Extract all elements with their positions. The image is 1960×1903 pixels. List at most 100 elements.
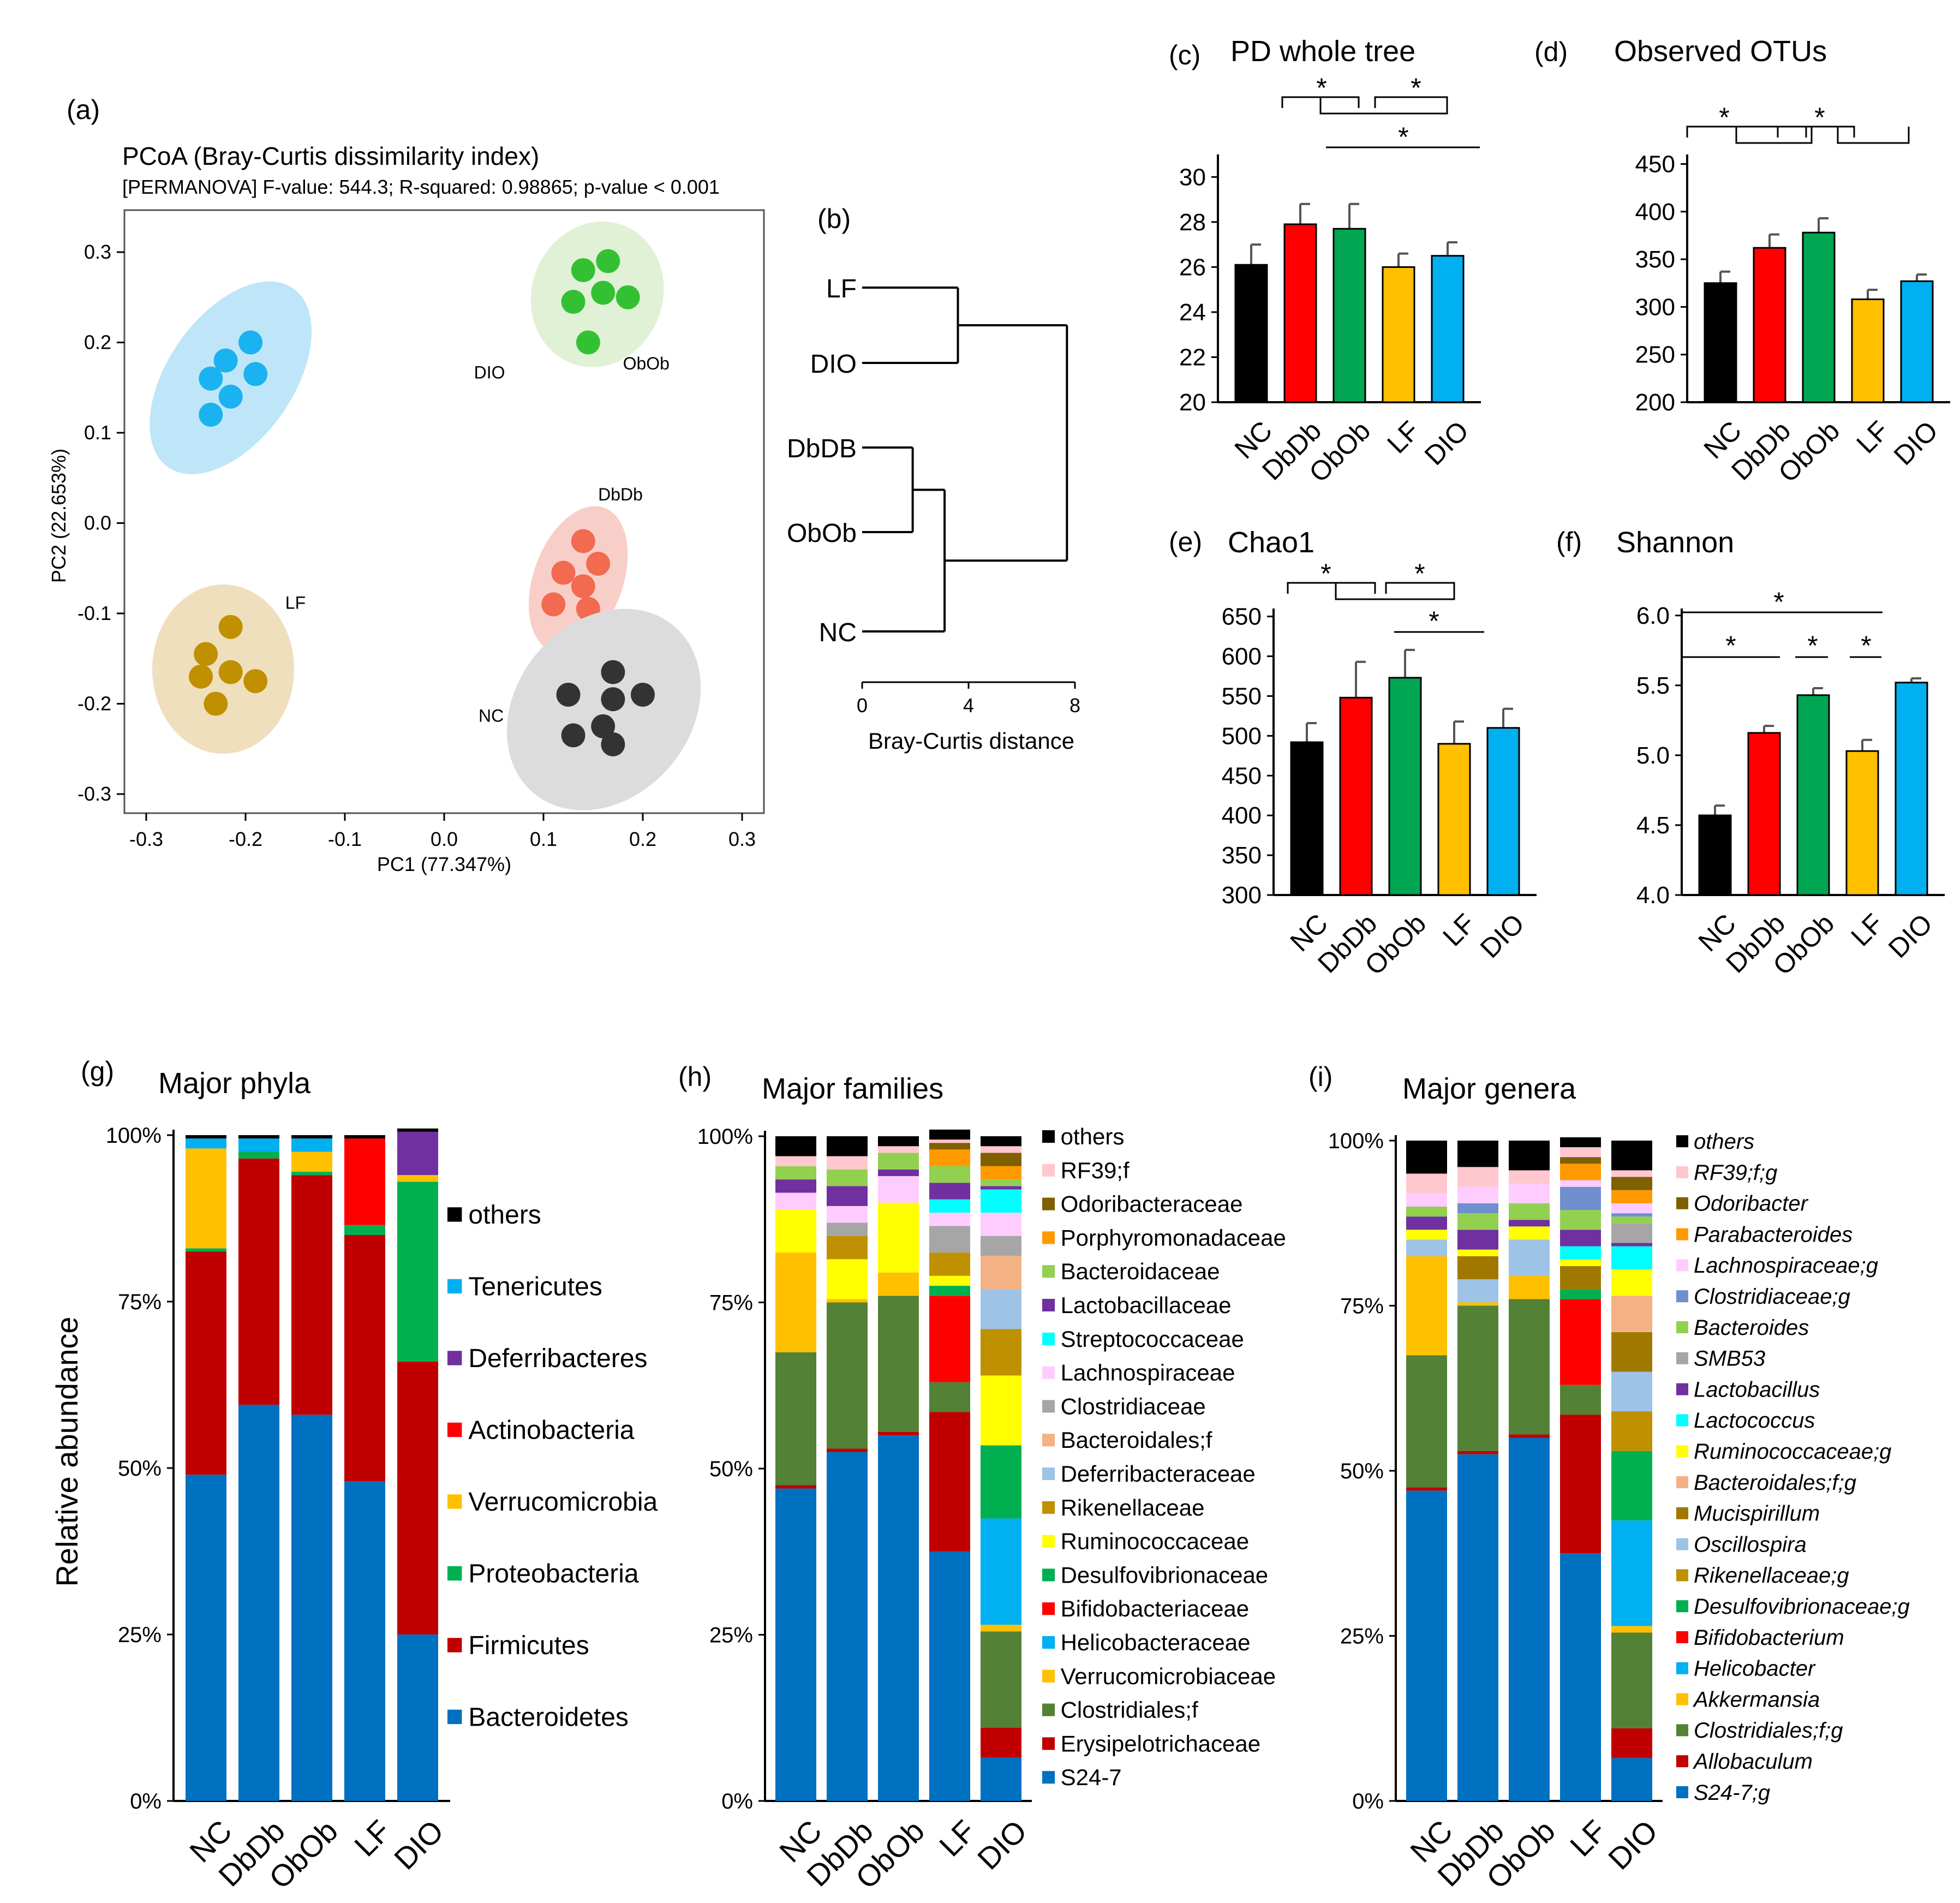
stacked-segment-i-DIO xyxy=(1611,1451,1652,1520)
dendrogram-x-label: Bray-Curtis distance xyxy=(868,728,1074,754)
significance-star-c: * xyxy=(1398,122,1408,152)
pcoa-point-DbDb xyxy=(571,529,595,553)
stacked-segment-i-DbDb xyxy=(1457,1213,1498,1230)
dendrogram-leaf-label: ObOb xyxy=(787,519,857,548)
stacked-segment-h-DIO xyxy=(981,1329,1021,1376)
legend-swatch-h xyxy=(1042,1669,1055,1683)
pcoa-point-LF xyxy=(218,660,243,684)
stacked-segment-i-DIO xyxy=(1611,1758,1652,1801)
stacked-segment-g-NC xyxy=(186,1138,226,1149)
y-tick-label-c: 30 xyxy=(1179,164,1206,190)
pcoa-point-DbDb xyxy=(586,551,611,576)
stacked-segment-h-LF xyxy=(929,1296,970,1382)
bar-e-DbDb xyxy=(1339,696,1373,896)
legend-swatch-i xyxy=(1676,1786,1688,1798)
legend-swatch-g xyxy=(447,1351,462,1365)
stacked-y-tick-label-i: 50% xyxy=(1340,1459,1384,1483)
legend-swatch-h xyxy=(1042,1298,1055,1312)
y-tick-label-d: 350 xyxy=(1635,246,1675,273)
legend-swatch-i xyxy=(1676,1228,1688,1240)
stacked-segment-h-ObOb xyxy=(878,1432,919,1436)
significance-bracket-e xyxy=(1385,582,1455,594)
bar-d-NC xyxy=(1704,282,1737,403)
legend-swatch-h xyxy=(1042,1467,1055,1481)
significance-bracket-c xyxy=(1319,97,1448,115)
legend-label-i: Parabacteroides xyxy=(1694,1222,1853,1246)
legend-label-i: Clostridiales;f;g xyxy=(1694,1719,1843,1743)
significance-bracket-d xyxy=(1735,127,1813,144)
pcoa-y-label: PC2 (22.653%) xyxy=(47,449,70,583)
stacked-segment-g-DIO xyxy=(397,1128,438,1132)
y-tick-label-c: 28 xyxy=(1179,209,1206,236)
legend-label-g: Verrucomicrobia xyxy=(468,1488,658,1517)
stacked-segment-i-NC xyxy=(1406,1141,1447,1174)
stacked-segment-i-DbDb xyxy=(1457,1305,1498,1451)
stacked-segment-g-DIO xyxy=(397,1634,438,1801)
stacked-segment-h-DIO xyxy=(981,1186,1021,1190)
stacked-y-tick-label-h: 50% xyxy=(709,1457,753,1481)
legend-swatch-h xyxy=(1042,1265,1055,1278)
stacked-segment-g-DbDb xyxy=(238,1135,279,1139)
bar-e-LF xyxy=(1437,743,1471,896)
pcoa-point-LF xyxy=(204,691,228,716)
stacked-segment-i-LF xyxy=(1560,1259,1601,1266)
stacked-segment-h-DIO xyxy=(981,1445,1021,1519)
legend-swatch-i xyxy=(1676,1197,1688,1209)
stacked-y-tick-label-i: 75% xyxy=(1340,1294,1384,1319)
stacked-segment-h-NC xyxy=(775,1488,816,1801)
stacked-segment-h-ObOb xyxy=(878,1176,919,1203)
legend-label-g: Firmicutes xyxy=(468,1631,589,1660)
stacked-y-tick-label-h: 100% xyxy=(697,1125,753,1149)
significance-star-d: * xyxy=(1814,102,1825,133)
stacked-y-tick-label-g: 25% xyxy=(118,1623,162,1647)
stacked-segment-i-ObOb xyxy=(1509,1170,1550,1184)
stacked-segment-h-LF xyxy=(929,1226,970,1253)
legend-swatch-h xyxy=(1042,1332,1055,1345)
stacked-segment-h-DIO xyxy=(981,1631,1021,1728)
pcoa-point-DIO xyxy=(199,366,223,391)
stacked-segment-h-DbDb xyxy=(827,1448,868,1452)
stacked-segment-i-DIO xyxy=(1611,1296,1652,1332)
stacked-segment-h-DIO xyxy=(981,1518,1021,1625)
stacked-segment-h-NC xyxy=(775,1136,816,1156)
y-tick-label-c: 24 xyxy=(1179,299,1206,326)
stacked-segment-i-LF xyxy=(1560,1385,1601,1415)
pcoa-point-DIO xyxy=(238,330,263,355)
stacked-segment-i-ObOb xyxy=(1509,1226,1550,1240)
y-tick-label-e: 500 xyxy=(1222,723,1262,749)
stacked-segment-g-ObOb xyxy=(291,1135,332,1139)
panel-label-d: (d) xyxy=(1534,37,1568,67)
stacked-segment-i-DIO xyxy=(1611,1246,1652,1269)
significance-star-e: * xyxy=(1320,558,1331,589)
stacked-segment-i-DbDb xyxy=(1457,1186,1498,1203)
dendrogram-tick-label: 0 xyxy=(857,694,868,717)
bar-d-ObOb xyxy=(1802,231,1836,403)
legend-label-i: Oscillospira xyxy=(1694,1532,1807,1556)
stacked-segment-h-LF xyxy=(929,1552,970,1801)
pcoa-point-NC xyxy=(601,687,625,712)
dendrogram-tick-label: 8 xyxy=(1069,694,1080,717)
pcoa-point-NC xyxy=(556,682,581,707)
stacked-segment-i-DbDb xyxy=(1457,1451,1498,1454)
legend-swatch-h xyxy=(1042,1366,1055,1379)
y-tick-label-e: 550 xyxy=(1222,683,1262,709)
legend-label-h: Clostridiales;f xyxy=(1061,1697,1198,1723)
stacked-segment-g-DIO xyxy=(397,1131,438,1176)
stacked-segment-g-NC xyxy=(186,1475,226,1801)
legend-label-g: Deferribacteres xyxy=(468,1344,647,1373)
stacked-y-tick-label-h: 25% xyxy=(709,1624,753,1648)
pcoa-subtitle: [PERMANOVA] F-value: 544.3; R-squared: 0… xyxy=(122,176,720,198)
stacked-segment-h-DbDb xyxy=(827,1222,868,1236)
stacked-segment-i-NC xyxy=(1406,1207,1447,1217)
bar-e-NC xyxy=(1290,741,1324,896)
legend-swatch-g xyxy=(447,1638,462,1653)
stacked-segment-i-NC xyxy=(1406,1216,1447,1230)
stacked-segment-h-DIO xyxy=(981,1189,1021,1213)
y-tick-label-c: 26 xyxy=(1179,254,1206,281)
bar-d-LF xyxy=(1851,298,1885,403)
stacked-segment-h-DIO xyxy=(981,1136,1021,1147)
significance-star-f: * xyxy=(1773,587,1784,617)
stacked-segment-h-NC xyxy=(775,1485,816,1489)
panel-label-i: (i) xyxy=(1308,1061,1332,1092)
